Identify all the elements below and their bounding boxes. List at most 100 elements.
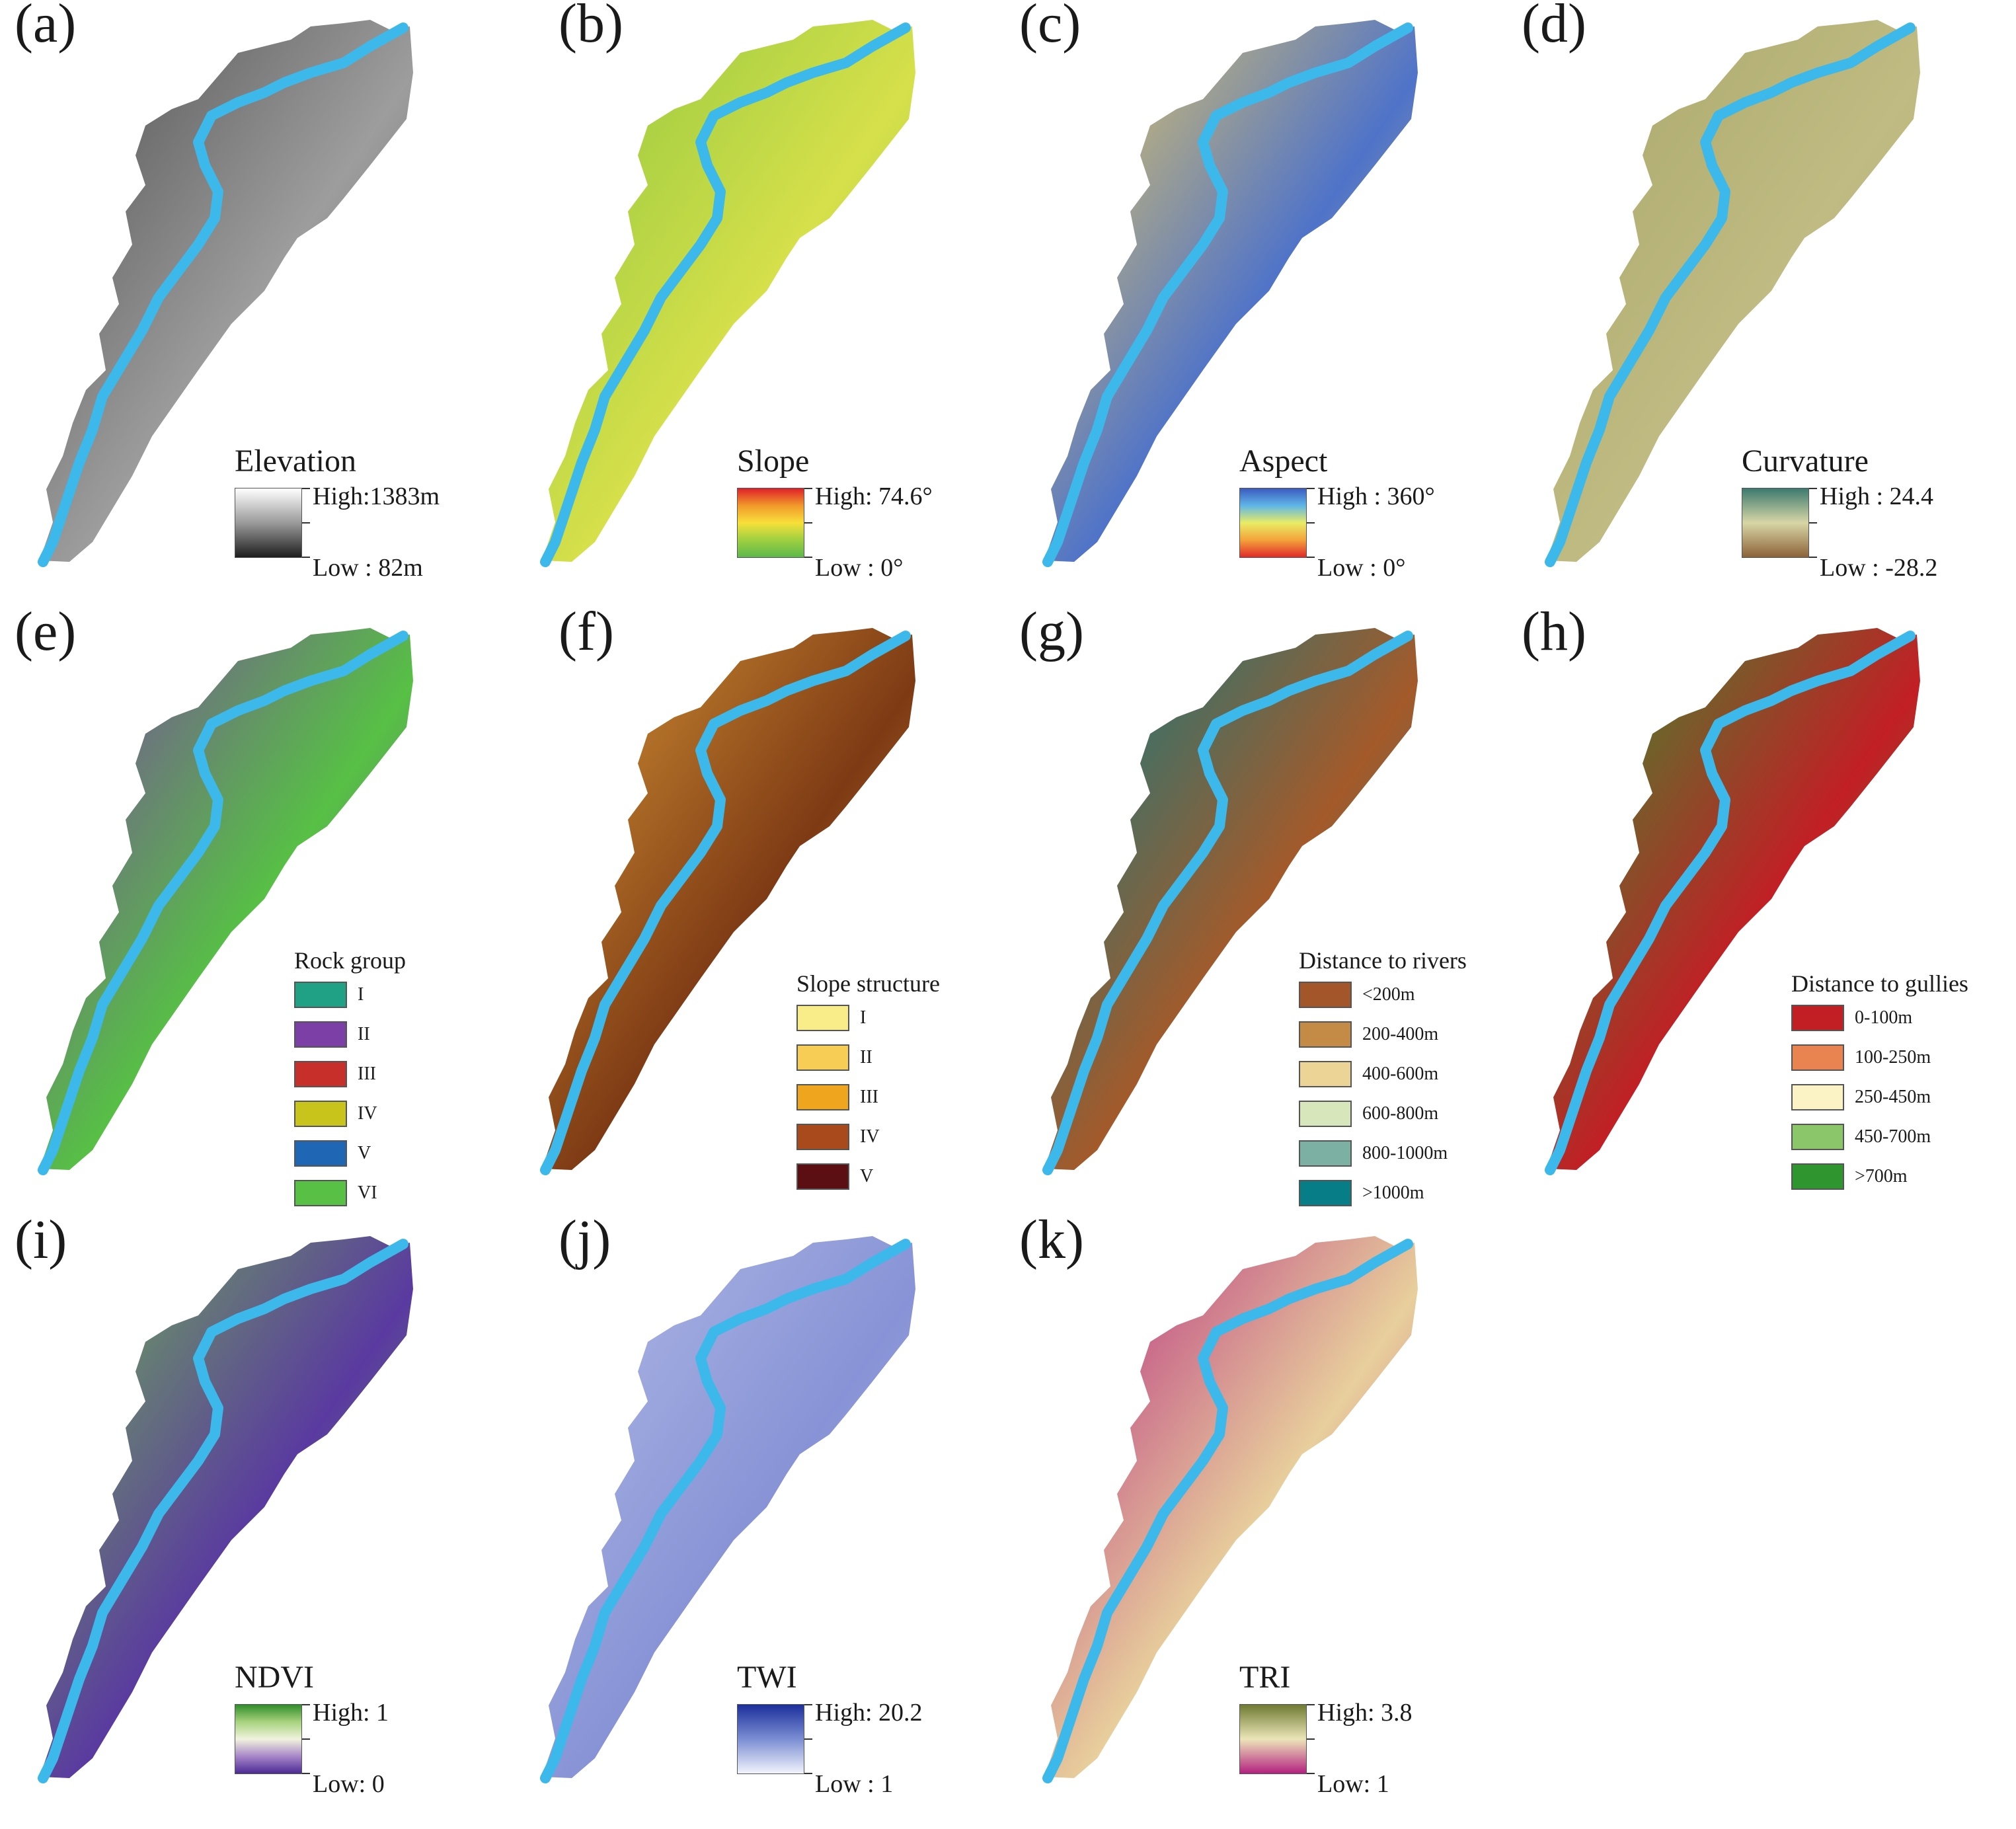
legend-low: Low : 0° [1317,554,1406,582]
legend-label: III [358,1064,376,1084]
color-ramp [1239,488,1307,558]
legend-label: II [358,1024,370,1044]
legend-high: High : 360° [1317,483,1435,510]
legend-swatch [294,1140,347,1167]
legend-label: >700m [1855,1166,1908,1187]
panel-e: (e) Rock group I II III IV V VI [0,604,502,1206]
river-j [540,1239,911,1783]
panel-c: (c) Aspect High : 360° Low : 0° [1005,0,1507,595]
legend-swatch [1299,1140,1352,1167]
legend-label: V [860,1166,874,1187]
ramp-tick [804,557,812,558]
color-ramp [235,1704,302,1774]
study-area-h [1547,628,1920,1170]
legend-item: I [294,982,492,1011]
legend-swatch [294,1180,347,1206]
legend-item: IV [796,1124,995,1153]
legend-low: Low : 0° [815,554,904,582]
legend-item: <200m [1299,982,1497,1011]
legend-label: 250-450m [1855,1087,1931,1107]
legend-swatch [1299,1101,1352,1127]
panel-a: (a) Elevation High:1383m Low : 82m [0,0,502,595]
study-area-c [1044,20,1418,562]
map-e [38,628,413,1175]
panel-k: (k) TRI High: 3.8 Low: 1 [1005,1212,1507,1811]
legend-label: IV [358,1103,377,1124]
ramp-tick [302,1773,310,1774]
panel-j: (j) TWI High: 20.2 Low : 1 [502,1212,1005,1811]
legend-label: 200-400m [1362,1024,1439,1044]
river-e [38,631,408,1175]
study-area-b [542,20,915,562]
legend-f: Slope structure I II III IV V [796,972,1008,1223]
legend-swatch [1791,1124,1844,1150]
legend-item: II [796,1044,995,1073]
color-ramp [737,488,804,558]
legend-label: 600-800m [1362,1103,1439,1124]
panel-label: (h) [1522,601,1586,662]
river-a [38,22,408,567]
legend-item: 200-400m [1299,1021,1497,1050]
legend-swatch [796,1084,849,1110]
legend-label: IV [860,1126,880,1147]
legend-k: TRI High: 3.8 Low: 1 [1239,1653,1504,1798]
legend-high: High : 24.4 [1820,483,1934,510]
color-ramp [235,488,302,558]
legend-title: Distance to rivers [1299,947,1467,974]
ramp-tick [804,488,812,489]
map-g [1042,628,1418,1175]
legend-title: Curvature [1742,444,1869,479]
color-ramp [737,1704,804,1774]
legend-item: III [294,1061,492,1090]
legend-item: 800-1000m [1299,1140,1497,1169]
legend-high: High: 1 [313,1699,389,1727]
map-a [38,20,413,567]
study-area-e [40,628,413,1170]
river-c [1042,22,1413,567]
legend-title: Elevation [235,444,356,479]
legend-item: 600-800m [1299,1101,1497,1130]
panel-d: (d) Curvature High : 24.4 Low : -28.2 [1507,0,2009,595]
study-area-d [1547,20,1920,562]
river-b [540,22,911,567]
legend-item: III [796,1084,995,1113]
river-d [1545,22,1916,567]
legend-swatch [1791,1084,1844,1110]
panel-label: (i) [15,1209,67,1270]
ramp-tick [1307,1773,1315,1774]
legend-item: >1000m [1299,1180,1497,1209]
panel-g: (g) Distance to rivers <200m 200-400m 400-60… [1005,604,1507,1206]
legend-low: Low : 1 [815,1770,894,1798]
legend-title: TRI [1239,1660,1291,1695]
legend-high: High: 20.2 [815,1699,923,1727]
ramp-tick [804,522,812,524]
panel-label: (f) [559,601,614,662]
panel-label: (a) [15,0,77,54]
ramp-tick [302,1738,310,1740]
legend-d: Curvature High : 24.4 Low : -28.2 [1742,436,2006,582]
map-c [1042,20,1418,567]
map-b [540,20,915,567]
legend-swatch [294,1021,347,1048]
legend-high: High: 74.6° [815,483,933,510]
map-j [540,1236,915,1783]
legend-swatch [796,1044,849,1071]
ramp-tick [302,488,310,489]
ramp-tick [804,1773,812,1774]
legend-swatch [796,1163,849,1190]
study-area-f [542,628,915,1170]
panel-label: (c) [1019,0,1081,54]
legend-item: 100-250m [1791,1044,1990,1073]
panel-label: (j) [559,1209,611,1270]
river-k [1042,1239,1413,1783]
ramp-tick [1809,488,1817,489]
legend-j: TWI High: 20.2 Low : 1 [737,1653,1001,1798]
legend-low: Low : 82m [313,554,423,582]
legend-item: IV [294,1101,492,1130]
legend-item: II [294,1021,492,1050]
legend-item: I [796,1005,995,1034]
legend-item: 400-600m [1299,1061,1497,1090]
legend-label: >1000m [1362,1183,1424,1203]
legend-swatch [1299,1061,1352,1087]
legend-item: >700m [1791,1163,1990,1192]
